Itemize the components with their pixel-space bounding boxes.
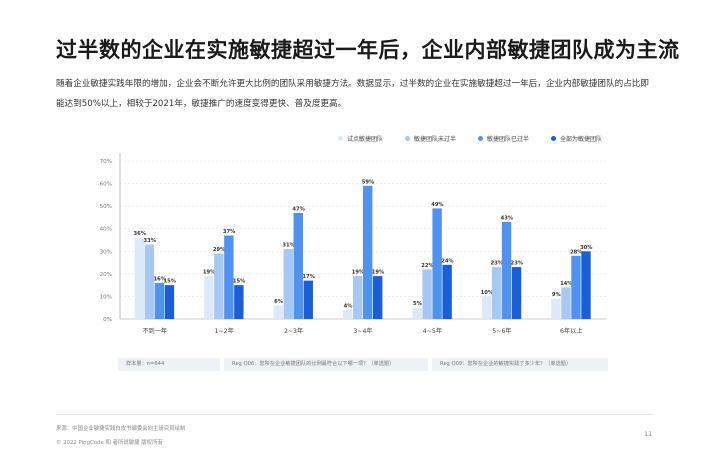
legend-swatch-pilot bbox=[338, 136, 343, 141]
data-label: 23% bbox=[491, 261, 504, 267]
data-label: 47% bbox=[292, 206, 305, 212]
bar bbox=[501, 221, 512, 319]
data-label: 28% bbox=[570, 249, 583, 255]
data-label: 30% bbox=[580, 245, 593, 251]
legend-label-under-half: 敏捷团队未过半 bbox=[414, 136, 457, 143]
bar bbox=[432, 208, 442, 319]
legend-item-pilot: 试点敏捷团队 bbox=[338, 134, 383, 143]
footer-divider bbox=[56, 414, 654, 415]
bar bbox=[273, 305, 283, 319]
question-q06-note: Reg Q06：您所在企业敏捷团队的比例最符合以下哪一项？（单选题） bbox=[224, 358, 428, 371]
data-label: 59% bbox=[362, 179, 375, 185]
bar bbox=[373, 276, 383, 319]
data-label: 4% bbox=[344, 303, 354, 309]
data-label: 16% bbox=[154, 276, 167, 282]
y-tick-label: 20% bbox=[100, 272, 112, 278]
bar bbox=[283, 249, 293, 319]
data-label: 49% bbox=[431, 202, 444, 208]
sample-size-note: 样本量：n=644 bbox=[118, 358, 220, 371]
bar bbox=[581, 251, 591, 319]
data-label: 14% bbox=[560, 281, 573, 287]
bar bbox=[204, 276, 214, 319]
data-label: 15% bbox=[164, 279, 177, 285]
data-label: 10% bbox=[481, 290, 494, 296]
legend-item-over-half: 敏捷团队已过半 bbox=[478, 134, 529, 143]
data-label: 43% bbox=[501, 215, 514, 221]
data-label: 31% bbox=[282, 243, 295, 249]
legend-swatch-over-half bbox=[478, 136, 484, 141]
legend-swatch-all bbox=[551, 136, 557, 141]
page-description: 随着企业敏捷实践年限的增加，企业会不断允许更大比例的团队采用敏捷方法。数据显示，… bbox=[56, 79, 649, 109]
bar bbox=[224, 235, 234, 319]
y-tick-label: 70% bbox=[100, 159, 112, 165]
footer-copyright: © 2022 PingCode 和 者所说敏捷 版权所有 bbox=[56, 440, 163, 446]
data-label: 37% bbox=[223, 229, 236, 235]
bar bbox=[561, 287, 571, 319]
data-label: 36% bbox=[134, 231, 147, 237]
y-tick-label: 10% bbox=[100, 294, 112, 300]
y-tick-label: 60% bbox=[100, 182, 112, 188]
data-label: 19% bbox=[352, 270, 365, 276]
data-label: 6% bbox=[274, 299, 284, 305]
bar bbox=[551, 298, 561, 319]
bar bbox=[164, 285, 175, 319]
chart-legend: 试点敏捷团队 敏捷团队未过半 敏捷团队已过半 全部为敏捷团队 bbox=[338, 134, 602, 143]
bar bbox=[363, 185, 373, 319]
bar bbox=[303, 280, 313, 319]
data-label: 17% bbox=[302, 274, 315, 280]
data-label: 22% bbox=[421, 263, 434, 269]
bar bbox=[343, 309, 353, 319]
bar bbox=[154, 282, 165, 319]
bar bbox=[511, 267, 522, 319]
data-label: 19% bbox=[203, 270, 216, 276]
y-tick-label: 50% bbox=[100, 204, 112, 210]
data-label: 15% bbox=[233, 279, 246, 285]
bar bbox=[353, 276, 363, 319]
x-tick-label: 3~4年 bbox=[353, 327, 372, 335]
chart-notes: 样本量：n=644 Reg Q06：您所在企业敏捷团队的比例最符合以下哪一项？（… bbox=[118, 358, 608, 371]
legend-label-all: 全部为敏捷团队 bbox=[560, 136, 603, 143]
x-tick-label: 4~5年 bbox=[423, 327, 442, 335]
bar bbox=[234, 285, 244, 319]
data-label: 24% bbox=[441, 258, 454, 264]
x-tick-label: 1~2年 bbox=[215, 327, 234, 335]
x-tick-label: 2~3年 bbox=[284, 327, 303, 335]
data-label: 5% bbox=[413, 301, 423, 307]
bar bbox=[491, 267, 502, 319]
legend-label-over-half: 敏捷团队已过半 bbox=[487, 136, 530, 143]
bar bbox=[571, 255, 581, 319]
bar bbox=[134, 237, 145, 319]
bar bbox=[293, 212, 303, 319]
legend-item-all: 全部为敏捷团队 bbox=[551, 134, 602, 143]
data-label: 23% bbox=[511, 261, 524, 267]
x-tick-label: 6年以上 bbox=[560, 327, 583, 335]
legend-item-under-half: 敏捷团队未过半 bbox=[405, 134, 456, 143]
bar bbox=[214, 253, 224, 319]
question-q09-note: Reg Q09：您所在企业的敏捷实践了多少年？（单选题） bbox=[432, 358, 608, 371]
data-label: 19% bbox=[372, 270, 385, 276]
y-tick-label: 0% bbox=[103, 317, 112, 323]
bar bbox=[412, 307, 422, 319]
bar bbox=[481, 296, 492, 319]
bar bbox=[144, 244, 155, 319]
y-tick-label: 30% bbox=[100, 249, 112, 255]
x-tick-label: 不到一年 bbox=[142, 327, 167, 335]
page-title: 过半数的企业在实施敏捷超过一年后，企业内部敏捷团队成为主流 bbox=[56, 38, 680, 62]
data-label: 33% bbox=[144, 238, 157, 244]
page-number: 11 bbox=[644, 430, 653, 438]
y-tick-label: 40% bbox=[100, 227, 112, 233]
x-tick-label: 5~6年 bbox=[492, 327, 511, 335]
footer-source: 来源：中国企业敏捷实践白皮书编委会向主研究员绘制 bbox=[56, 426, 186, 432]
data-label: 9% bbox=[552, 292, 562, 298]
legend-label-pilot: 试点敏捷团队 bbox=[347, 136, 384, 143]
legend-swatch-under-half bbox=[405, 136, 411, 141]
bar bbox=[422, 269, 432, 319]
bar bbox=[442, 264, 452, 319]
data-label: 29% bbox=[213, 247, 226, 253]
